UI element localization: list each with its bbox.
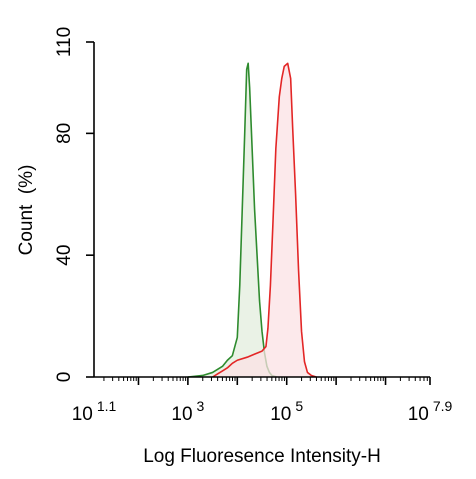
x-tick-label-0: 10 1.1: [72, 398, 117, 425]
x-tick-base: 10: [270, 404, 291, 425]
x-tick-label-1: 10 3: [171, 398, 204, 425]
axes-layer: [86, 41, 431, 385]
y-tick-label-0: 0: [54, 372, 75, 383]
y-tick-label-40: 40: [54, 245, 75, 266]
series-layer: [187, 62, 317, 378]
x-tick-exponent: 7.9: [433, 398, 453, 414]
series-1-line: [212, 62, 317, 378]
series-0-line: [187, 62, 278, 378]
x-tick-exponent: 3: [197, 398, 205, 414]
x-axis-title: Log Fluoresence Intensity-H: [143, 446, 381, 467]
x-tick-base: 10: [72, 404, 93, 425]
y-tick-label-80: 80: [54, 123, 75, 144]
x-tick-exponent: 5: [295, 398, 303, 414]
x-tick-exponent: 1.1: [97, 398, 117, 414]
x-tick-label-3: 10 7.9: [408, 398, 453, 425]
series-0-area: [187, 63, 277, 377]
y-axis-title: Count (%): [16, 165, 37, 256]
series-1-area: [212, 63, 317, 377]
x-tick-base: 10: [171, 404, 192, 425]
x-tick-base: 10: [408, 404, 429, 425]
x-tick-label-2: 10 5: [270, 398, 303, 425]
y-tick-label-110: 110: [54, 27, 75, 57]
